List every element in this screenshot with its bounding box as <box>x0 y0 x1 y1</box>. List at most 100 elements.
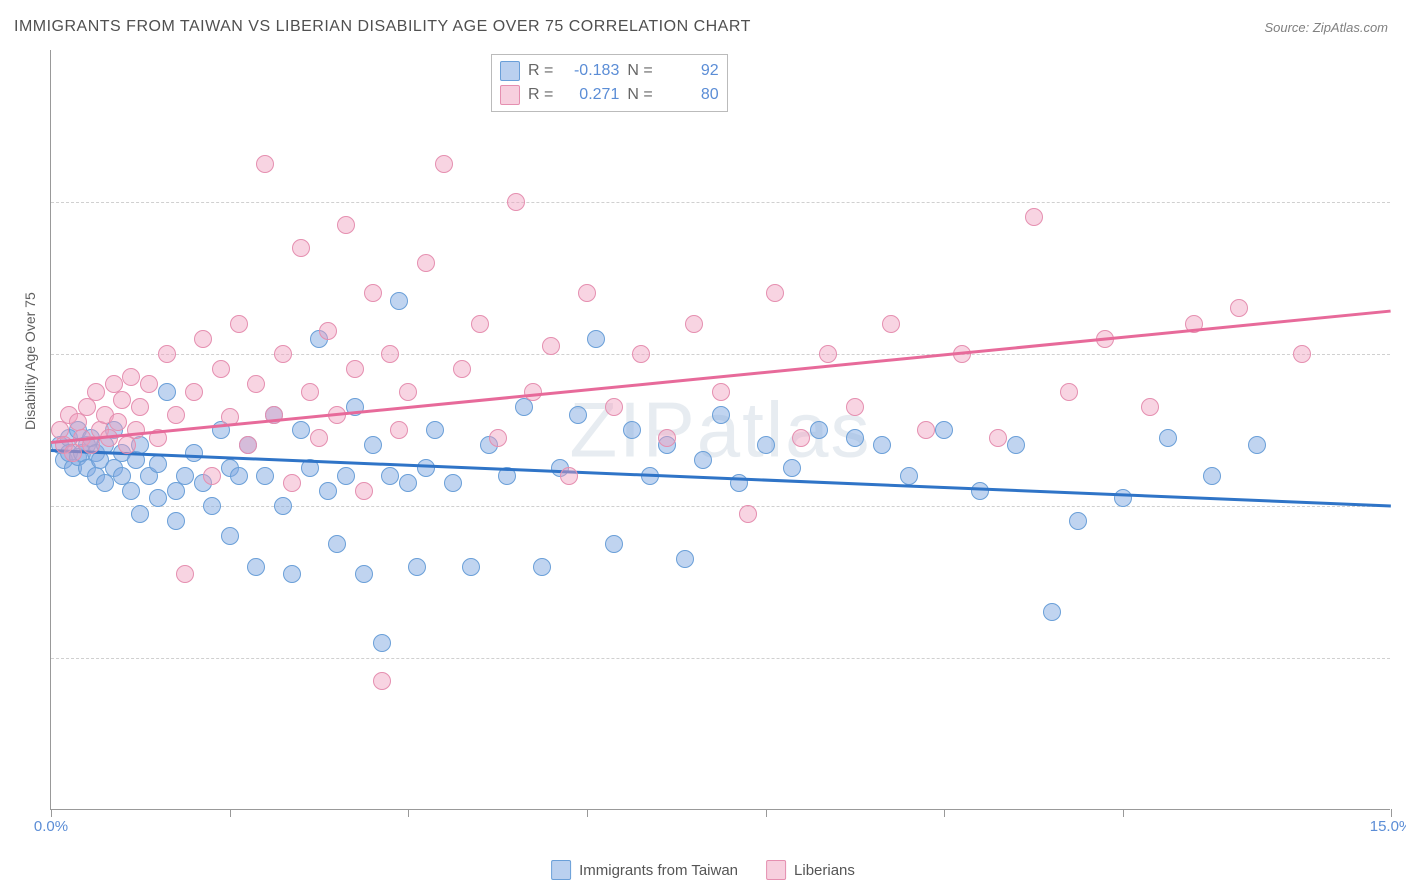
data-point <box>542 337 560 355</box>
data-point <box>373 634 391 652</box>
data-point <box>873 436 891 454</box>
data-point <box>1025 208 1043 226</box>
data-point <box>230 467 248 485</box>
data-point <box>685 315 703 333</box>
data-point <box>471 315 489 333</box>
data-point <box>1230 299 1248 317</box>
data-point <box>78 398 96 416</box>
data-point <box>301 383 319 401</box>
data-point <box>328 535 346 553</box>
data-point <box>1114 489 1132 507</box>
stat-r-value: 0.271 <box>561 86 619 104</box>
data-point <box>319 482 337 500</box>
source-attribution: Source: ZipAtlas.com <box>1264 20 1388 35</box>
data-point <box>140 375 158 393</box>
x-tick <box>587 809 588 817</box>
x-tick <box>408 809 409 817</box>
data-point <box>274 345 292 363</box>
data-point <box>158 345 176 363</box>
data-point <box>1293 345 1311 363</box>
data-point <box>533 558 551 576</box>
data-point <box>819 345 837 363</box>
data-point <box>605 535 623 553</box>
data-point <box>319 322 337 340</box>
legend-swatch-pink <box>766 860 786 880</box>
legend-label: Immigrants from Taiwan <box>579 862 738 879</box>
data-point <box>346 360 364 378</box>
series-swatch-blue <box>500 61 520 81</box>
data-point <box>1203 467 1221 485</box>
stat-label: N = <box>627 86 652 104</box>
data-point <box>122 368 140 386</box>
data-point <box>783 459 801 477</box>
data-point <box>256 467 274 485</box>
data-point <box>337 467 355 485</box>
stat-n-value: 92 <box>661 62 719 80</box>
data-point <box>292 421 310 439</box>
data-point <box>712 406 730 424</box>
data-point <box>96 474 114 492</box>
data-point <box>167 406 185 424</box>
legend-item: Immigrants from Taiwan <box>551 860 738 880</box>
data-point <box>792 429 810 447</box>
data-point <box>1141 398 1159 416</box>
data-point <box>453 360 471 378</box>
data-point <box>515 398 533 416</box>
data-point <box>435 155 453 173</box>
stat-label: N = <box>627 62 652 80</box>
data-point <box>1159 429 1177 447</box>
data-point <box>158 383 176 401</box>
data-point <box>283 565 301 583</box>
gridline-h <box>51 202 1390 203</box>
data-point <box>292 239 310 257</box>
data-point <box>131 398 149 416</box>
data-point <box>507 193 525 211</box>
data-point <box>381 345 399 363</box>
data-point <box>230 315 248 333</box>
data-point <box>605 398 623 416</box>
stats-row: R = 0.271 N = 80 <box>500 83 719 107</box>
correlation-stats-box: R = -0.183 N = 92 R = 0.271 N = 80 <box>491 54 728 112</box>
stat-r-value: -0.183 <box>561 62 619 80</box>
data-point <box>1069 512 1087 530</box>
data-point <box>971 482 989 500</box>
data-point <box>127 421 145 439</box>
data-point <box>569 406 587 424</box>
data-point <box>390 421 408 439</box>
data-point <box>381 467 399 485</box>
data-point <box>408 558 426 576</box>
data-point <box>578 284 596 302</box>
data-point <box>167 482 185 500</box>
data-point <box>64 444 82 462</box>
data-point <box>766 284 784 302</box>
data-point <box>462 558 480 576</box>
data-point <box>149 489 167 507</box>
data-point <box>212 360 230 378</box>
data-point <box>560 467 578 485</box>
data-point <box>185 444 203 462</box>
stat-label: R = <box>528 86 553 104</box>
x-tick <box>766 809 767 817</box>
x-tick-label: 0.0% <box>34 818 68 835</box>
data-point <box>1043 603 1061 621</box>
scatter-chart: ZIPatlas R = -0.183 N = 92 R = 0.271 N =… <box>50 50 1390 810</box>
legend-swatch-blue <box>551 860 571 880</box>
data-point <box>118 436 136 454</box>
data-point <box>194 330 212 348</box>
gridline-h <box>51 506 1390 507</box>
data-point <box>247 375 265 393</box>
data-point <box>694 451 712 469</box>
data-point <box>185 383 203 401</box>
data-point <box>712 383 730 401</box>
data-point <box>113 391 131 409</box>
data-point <box>239 436 257 454</box>
data-point <box>623 421 641 439</box>
data-point <box>247 558 265 576</box>
data-point <box>364 436 382 454</box>
legend: Immigrants from Taiwan Liberians <box>551 860 855 880</box>
data-point <box>87 383 105 401</box>
data-point <box>935 421 953 439</box>
series-swatch-pink <box>500 85 520 105</box>
data-point <box>256 155 274 173</box>
data-point <box>846 429 864 447</box>
